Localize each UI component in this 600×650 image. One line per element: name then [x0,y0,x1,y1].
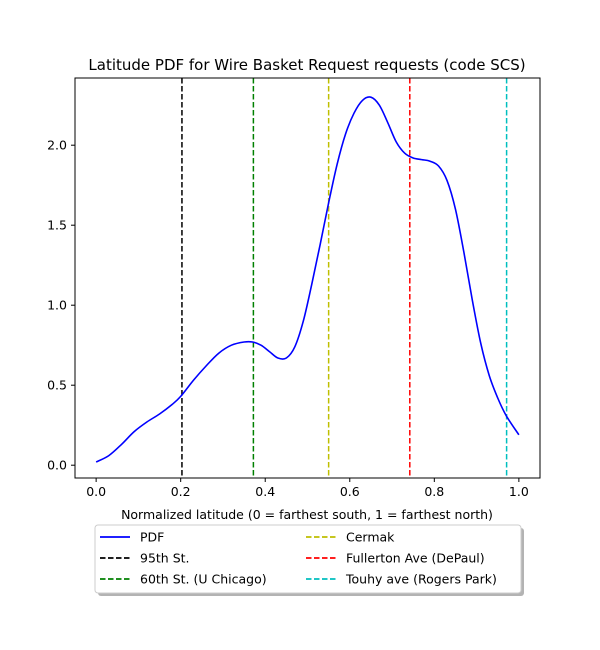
plot-background [75,78,540,478]
chart-title: Latitude PDF for Wire Basket Request req… [88,56,525,74]
legend-label-0-0: PDF [140,530,164,545]
legend-label-1-1: Fullerton Ave (DePaul) [346,551,485,566]
legend-label-1-0: Cermak [346,530,395,545]
legend-box [94,524,522,594]
x-tick-label-4: 0.8 [424,484,444,499]
y-tick-label-0: 0.0 [47,458,67,473]
legend: PDF 95th St. 60th St. (U Chicago) Cermak Ful… [94,524,524,596]
vertical-lines [181,78,508,478]
x-axis-ticks: 0.0 0.2 0.4 0.6 0.8 1.0 [86,478,529,499]
series-lines [95,96,520,463]
y-tick-label-4: 2.0 [47,138,67,153]
x-tick-label-0: 0.0 [86,484,106,499]
y-axis-ticks: 0.0 0.5 1.0 1.5 2.0 [47,138,75,473]
y-tick-label-1: 0.5 [47,378,67,393]
legend-items: PDF 95th St. 60th St. (U Chicago) Cermak Ful… [100,530,497,587]
plot-frame [74,77,541,479]
y-tick-label-3: 1.5 [47,218,67,233]
plot-area [74,77,541,479]
x-tick-label-2: 0.4 [255,484,275,499]
x-axis-label: Normalized latitude (0 = farthest south,… [121,507,493,522]
series-line-0 [95,96,520,463]
y-tick-label-2: 1.0 [47,298,67,313]
legend-label-1-2: Touhy ave (Rogers Park) [345,572,497,587]
legend-label-0-2: 60th St. (U Chicago) [140,572,267,587]
x-tick-label-3: 0.6 [340,484,360,499]
x-tick-label-1: 0.2 [171,484,191,499]
legend-label-0-1: 95th St. [140,551,190,566]
x-tick-label-5: 1.0 [509,484,529,499]
